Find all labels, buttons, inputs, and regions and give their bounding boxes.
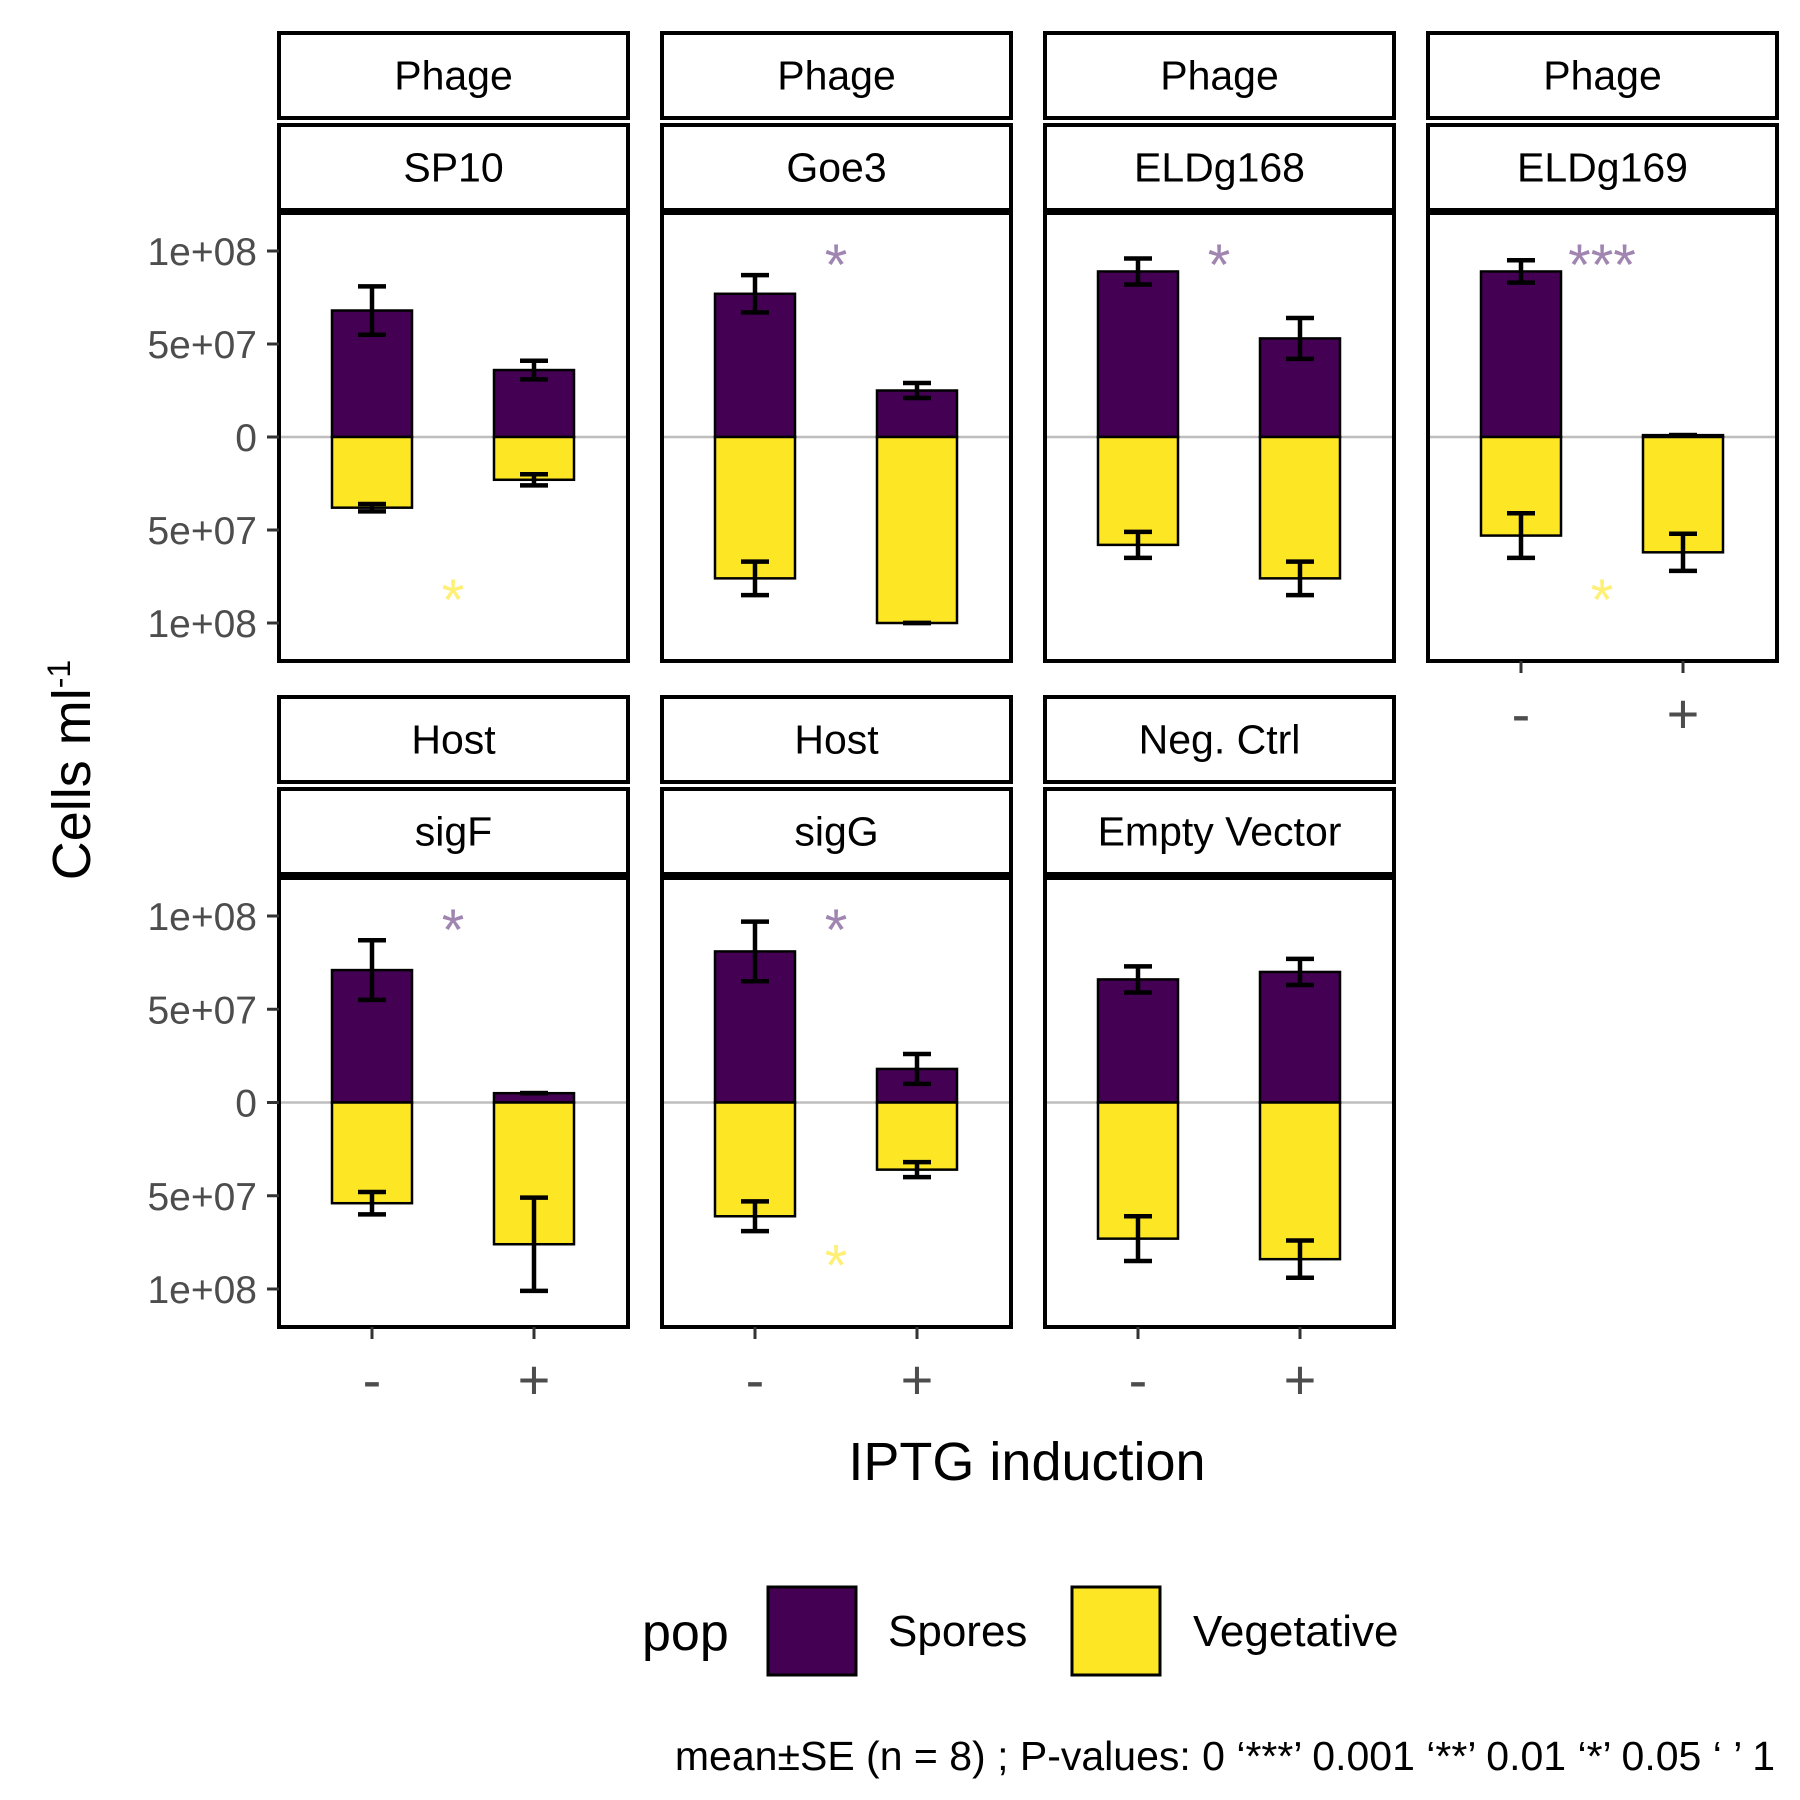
bar-vegetative bbox=[875, 1101, 959, 1171]
y-tick-label: 5e+07 bbox=[147, 324, 257, 367]
facet-sigf: Host sigF * 1e+08 5e+07 0 5e+07 1e+08 - + bbox=[147, 695, 630, 1411]
legend-title: pop bbox=[642, 1604, 729, 1662]
y-tick-label: 5e+07 bbox=[147, 1176, 257, 1219]
strip-group-box bbox=[1426, 31, 1779, 120]
legend-label-vegetative: Vegetative bbox=[1193, 1607, 1399, 1656]
strip-name-label: sigF bbox=[415, 809, 492, 855]
significance-spores: * bbox=[825, 898, 848, 963]
strip-group-box bbox=[1043, 695, 1396, 784]
bar-vegetative bbox=[1096, 435, 1180, 547]
y-tick-label: 1e+08 bbox=[147, 231, 257, 274]
strip-name-label: sigG bbox=[794, 809, 878, 855]
significance-spores: * bbox=[1208, 233, 1231, 298]
strip-group-box bbox=[277, 31, 630, 120]
bar-vegetative bbox=[875, 435, 959, 625]
strip-group-box bbox=[660, 695, 1013, 784]
x-tick-label: + bbox=[1284, 1348, 1317, 1411]
x-tick-label: - bbox=[1129, 1348, 1148, 1411]
strip-group-label: Phage bbox=[777, 53, 896, 99]
strip-name-box bbox=[277, 787, 630, 876]
bar-spores bbox=[1258, 970, 1342, 1104]
significance-vegetative: * bbox=[825, 1234, 848, 1299]
strip-name-box bbox=[1043, 787, 1396, 876]
strip-name-box bbox=[277, 123, 630, 212]
bar-vegetative bbox=[1258, 435, 1342, 580]
strip-name-box bbox=[1426, 123, 1779, 212]
x-tick-label: + bbox=[518, 1348, 551, 1411]
legend: pop Spores Vegetative bbox=[642, 1585, 1399, 1677]
bar-vegetative bbox=[1258, 1101, 1342, 1261]
strip-group-box bbox=[1043, 31, 1396, 120]
strip-group-label: Phage bbox=[1160, 53, 1279, 99]
legend-key-vegetative bbox=[1070, 1585, 1162, 1677]
facet-panels: Phage SP10 * 1e+08 5e+07 0 5e+07 1e+08 Phage Goe3… bbox=[147, 31, 1779, 1411]
significance-spores: * bbox=[825, 233, 848, 298]
facet-sp10: Phage SP10 * 1e+08 5e+07 0 5e+07 1e+08 bbox=[147, 31, 630, 663]
significance-spores: * bbox=[442, 898, 465, 963]
strip-group-label: Host bbox=[411, 717, 496, 763]
y-axis-title-superscript: -1 bbox=[41, 660, 77, 688]
strip-group-box bbox=[660, 31, 1013, 120]
bar-spores bbox=[875, 389, 959, 439]
strip-group-label: Neg. Ctrl bbox=[1139, 717, 1301, 763]
bar-spores bbox=[1479, 270, 1563, 439]
strip-name-box bbox=[660, 123, 1013, 212]
strip-group-box bbox=[277, 695, 630, 784]
strip-name-label: Goe3 bbox=[786, 145, 886, 191]
facet-eldg168: Phage ELDg168 * bbox=[1043, 31, 1396, 663]
bar-spores bbox=[1096, 270, 1180, 439]
x-tick-label: - bbox=[363, 1348, 382, 1411]
legend-key-spores bbox=[766, 1585, 858, 1677]
panel-border bbox=[1426, 211, 1779, 663]
legend-label-spores: Spores bbox=[888, 1607, 1027, 1656]
facet-empty-vector: Neg. Ctrl Empty Vector - + bbox=[1043, 695, 1396, 1411]
facet-goe3: Phage Goe3 * bbox=[660, 31, 1013, 663]
y-axis-title-text: Cells ml bbox=[42, 688, 102, 880]
strip-name-label: ELDg168 bbox=[1134, 145, 1305, 191]
x-tick-label: - bbox=[1512, 682, 1531, 745]
strip-group-label: Phage bbox=[394, 53, 513, 99]
strip-name-box bbox=[1043, 123, 1396, 212]
strip-group-label: Host bbox=[794, 717, 879, 763]
strip-group-label: Phage bbox=[1543, 53, 1662, 99]
y-tick-label: 5e+07 bbox=[147, 510, 257, 553]
strip-name-label: SP10 bbox=[403, 145, 503, 191]
bar-spores bbox=[1096, 978, 1180, 1104]
x-axis-title: IPTG induction bbox=[848, 1432, 1205, 1492]
bar-spores bbox=[713, 292, 797, 439]
x-tick-label: - bbox=[746, 1348, 765, 1411]
y-axis-title: Cells ml-1 bbox=[41, 660, 102, 880]
strip-name-label: ELDg169 bbox=[1517, 145, 1688, 191]
y-tick-label: 1e+08 bbox=[147, 1269, 257, 1312]
bar-vegetative bbox=[330, 435, 414, 509]
y-tick-label: 1e+08 bbox=[147, 603, 257, 646]
strip-name-label: Empty Vector bbox=[1098, 809, 1342, 855]
x-tick-label: + bbox=[1667, 682, 1700, 745]
strip-name-box bbox=[660, 787, 1013, 876]
panel-border bbox=[660, 876, 1013, 1329]
y-tick-label: 1e+08 bbox=[147, 896, 257, 939]
panel-border bbox=[1043, 211, 1396, 663]
significance-spores: *** bbox=[1568, 233, 1636, 298]
x-tick-label: + bbox=[901, 1348, 934, 1411]
y-tick-label: 5e+07 bbox=[147, 989, 257, 1032]
significance-vegetative: * bbox=[1591, 568, 1614, 633]
caption: mean±SE (n = 8) ; P-values: 0 ‘***’ 0.00… bbox=[675, 1733, 1775, 1779]
bar-vegetative bbox=[713, 435, 797, 580]
bar-vegetative bbox=[330, 1101, 414, 1205]
panel-border bbox=[1043, 876, 1396, 1329]
panel-border bbox=[660, 211, 1013, 663]
y-tick-label: 0 bbox=[235, 1083, 257, 1126]
y-tick-label: 0 bbox=[235, 417, 257, 460]
significance-vegetative: * bbox=[442, 568, 465, 633]
